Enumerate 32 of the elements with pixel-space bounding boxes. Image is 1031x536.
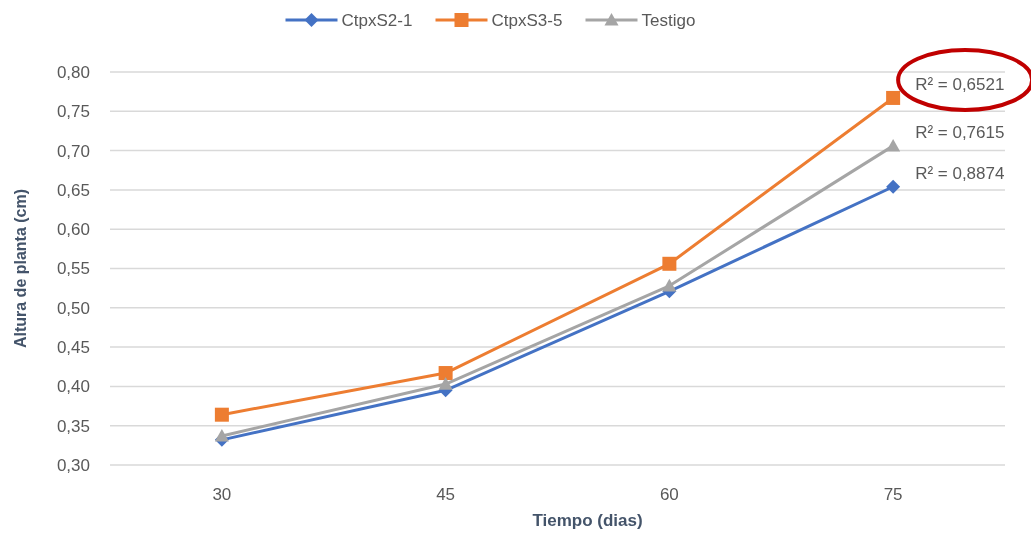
y-tick-label: 0,80: [56, 62, 90, 82]
y-axis-title: Altura de planta (cm): [12, 188, 29, 349]
y-tick-label: 0,70: [56, 141, 90, 161]
point: [438, 366, 453, 381]
y-tick-label: 0,40: [56, 377, 90, 397]
point: [662, 278, 677, 292]
y-tick-label: 0,50: [56, 298, 90, 318]
y-tick-label: 0,75: [56, 102, 90, 122]
y-tick-label: 0,65: [56, 180, 90, 200]
x-tick-label: 75: [883, 485, 903, 504]
x-tick-label: 45: [436, 485, 456, 504]
point: [662, 256, 677, 271]
legend-label: CtpxS2-1: [341, 10, 413, 30]
point: [214, 428, 229, 442]
point: [886, 179, 901, 194]
point: [886, 138, 901, 152]
x-tick-label: 60: [659, 485, 679, 504]
y-tick-label: 0,45: [56, 338, 90, 358]
point: [886, 90, 901, 105]
annotation: R² = 0,6521: [915, 74, 1005, 94]
point: [214, 407, 229, 422]
annotation: R² = 0,7615: [915, 122, 1005, 142]
legend-label: Testigo: [641, 10, 696, 30]
y-tick-label: 0,30: [56, 455, 90, 475]
y-tick-label: 0,60: [56, 220, 90, 240]
x-axis-title: Tiempo (dias): [532, 511, 643, 530]
x-tick-label: 30: [212, 485, 232, 504]
y-tick-label: 0,55: [56, 259, 90, 279]
point: [438, 377, 453, 390]
y-tick-label: 0,35: [56, 416, 90, 436]
legend-label: CtpxS3-5: [491, 10, 563, 30]
annotation: R² = 0,8874: [915, 163, 1005, 183]
